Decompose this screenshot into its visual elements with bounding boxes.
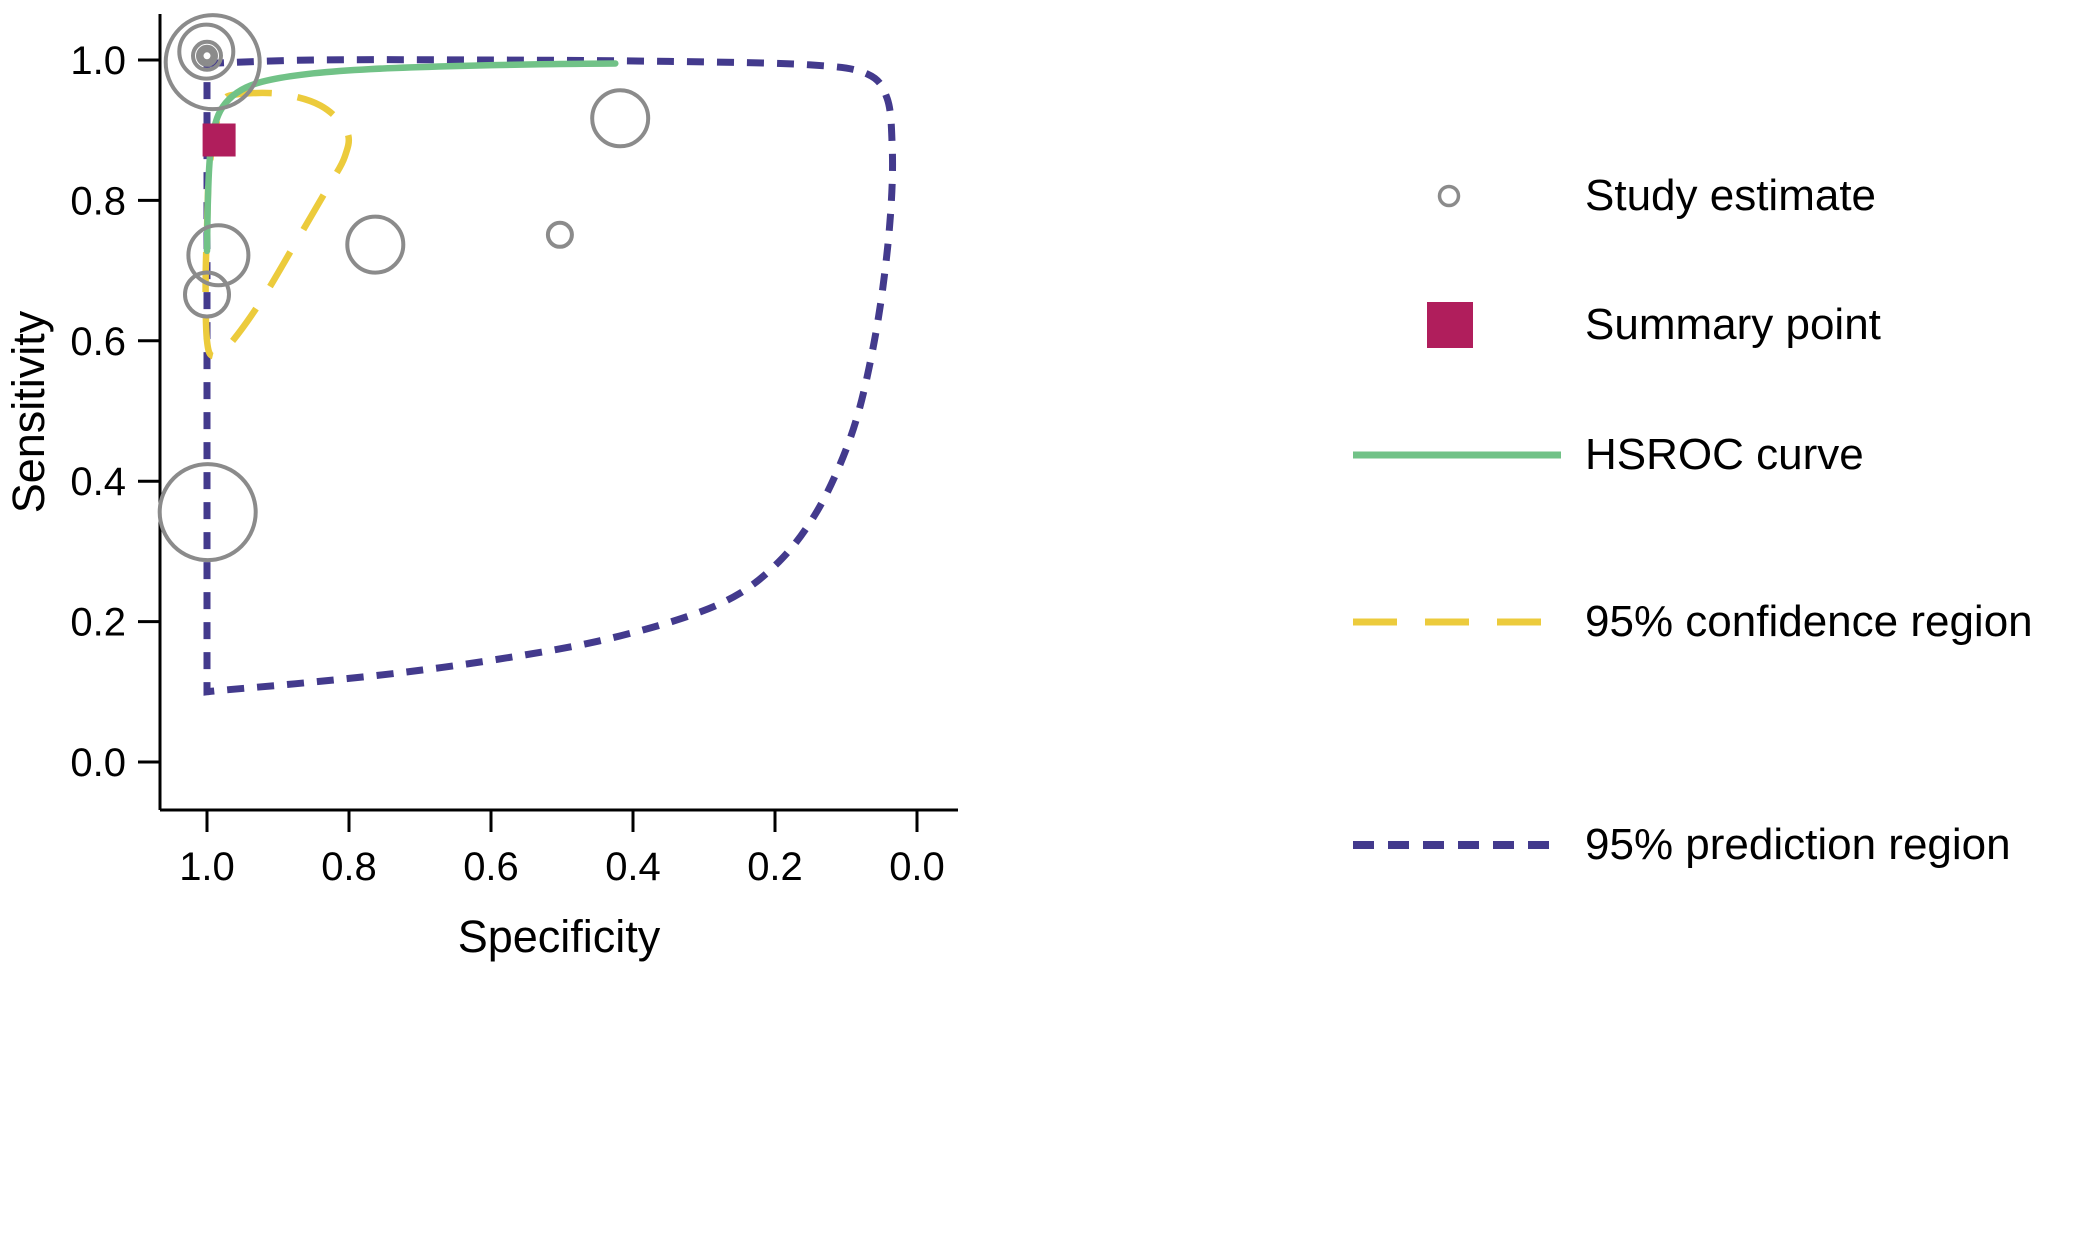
hsroc-curve xyxy=(203,60,619,255)
x-axis-tick-label: 1.0 xyxy=(179,845,235,889)
x-axis-tick-label: 0.6 xyxy=(463,845,519,889)
summary-point-marker xyxy=(202,123,236,157)
prediction-region-line-icon xyxy=(1353,841,1561,849)
legend-item-prediction-region: 95% prediction region xyxy=(1345,815,2011,875)
legend: Study estimate Summary point HSROC curve… xyxy=(1345,0,2078,1254)
study-estimate-point xyxy=(157,462,258,563)
study-estimate-point xyxy=(186,223,251,288)
hsroc-plot: 1.0 0.8 0.6 0.4 0.2 0.0 0.0 0.2 0.4 0.6 0.8 1.0 Spec… xyxy=(3,13,958,962)
study-estimate-point xyxy=(183,270,231,319)
summary-point-swatch-square xyxy=(1427,302,1473,348)
legend-item-confidence-region: 95% confidence region xyxy=(1345,592,2033,652)
hsroc-curve-line-icon xyxy=(1353,451,1561,459)
summary-point-marker-icon xyxy=(1427,302,1473,348)
x-axis-tick-label: 0.8 xyxy=(321,845,377,889)
legend-label-summary-point: Summary point xyxy=(1585,300,1881,349)
study-estimate-point xyxy=(590,88,651,149)
study-estimate-point xyxy=(545,220,574,249)
study-estimate-marker-icon xyxy=(1437,184,1461,208)
legend-label-prediction-region: 95% prediction region xyxy=(1585,820,2011,869)
legend-label-study-estimate: Study estimate xyxy=(1585,171,1877,220)
legend-item-study-estimate: Study estimate xyxy=(1345,166,1876,226)
legend-label-hsroc-curve: HSROC curve xyxy=(1585,430,1864,479)
legend-item-summary-point: Summary point xyxy=(1345,295,1881,355)
study-estimate-point xyxy=(345,214,406,275)
y-axis-tick-label: 0.6 xyxy=(70,320,126,364)
confidence-region-line-icon xyxy=(1353,618,1561,626)
legend-label-confidence-region: 95% confidence region xyxy=(1585,597,2033,646)
x-axis-tick-label: 0.4 xyxy=(605,845,661,889)
x-axis-title: Specificity xyxy=(458,911,661,962)
prediction-region-curve xyxy=(203,56,897,696)
study-estimate-point xyxy=(199,48,215,64)
study-estimate-swatch-circle xyxy=(1437,184,1461,208)
study-estimate-point xyxy=(196,44,218,67)
study-estimate-point xyxy=(191,39,223,72)
legend-item-hsroc-curve: HSROC curve xyxy=(1345,425,1864,485)
x-axis-tick-label: 0.2 xyxy=(747,845,803,889)
y-axis-title: Sensitivity xyxy=(3,310,54,513)
study-estimate-point xyxy=(177,22,236,81)
y-axis-tick-label: 1.0 xyxy=(70,39,126,83)
y-axis-tick-label: 0.4 xyxy=(70,460,126,504)
x-axis-tick-label: 0.0 xyxy=(889,845,945,889)
y-axis-tick-label: 0.0 xyxy=(70,741,126,785)
y-axis-tick-label: 0.2 xyxy=(70,601,126,645)
y-axis-tick-label: 0.8 xyxy=(70,179,126,223)
study-estimate-point xyxy=(163,13,262,112)
